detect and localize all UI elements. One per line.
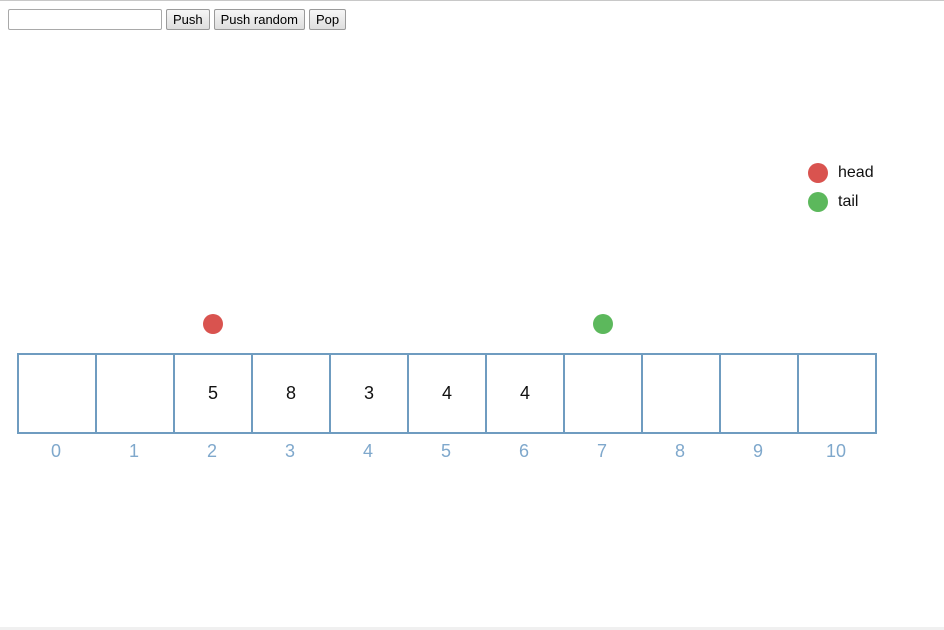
queue-cell	[641, 353, 721, 434]
queue-index-label: 10	[825, 441, 847, 461]
queue-cell	[95, 353, 175, 434]
queue-index-label: 8	[674, 441, 685, 461]
queue-index-label: 4	[362, 441, 373, 461]
queue-index-label: 1	[128, 441, 139, 461]
queue-cell	[719, 353, 799, 434]
queue-index-label: 0	[50, 441, 61, 461]
head-pointer	[203, 314, 223, 334]
value-input[interactable]	[8, 9, 162, 30]
bottom-border	[0, 627, 944, 630]
queue-cell: 3	[329, 353, 409, 434]
legend-head-label: head	[838, 164, 874, 181]
head-dot-icon	[808, 163, 828, 183]
queue-cell: 4	[407, 353, 487, 434]
queue-cell: 4	[485, 353, 565, 434]
legend: head tail	[808, 163, 874, 221]
queue-cell: 5	[173, 353, 253, 434]
queue-index-label: 2	[206, 441, 217, 461]
toolbar: Push Push random Pop	[8, 9, 347, 30]
legend-head: head	[808, 163, 874, 183]
queue-cell	[563, 353, 643, 434]
queue-indices: 0 1 2 3 4 5 6 7 8 9 10	[17, 441, 875, 462]
queue-cell	[17, 353, 97, 434]
tail-dot-icon	[808, 192, 828, 212]
queue-index-label: 5	[440, 441, 451, 461]
queue-cell: 8	[251, 353, 331, 434]
push-button[interactable]: Push	[166, 9, 210, 30]
push-random-button[interactable]: Push random	[213, 9, 305, 30]
legend-tail: tail	[808, 192, 874, 212]
top-border	[0, 0, 944, 1]
queue-index-label: 9	[752, 441, 763, 461]
pop-button[interactable]: Pop	[308, 9, 347, 30]
queue-index-label: 3	[284, 441, 295, 461]
legend-tail-label: tail	[838, 193, 859, 210]
queue-index-label: 6	[518, 441, 529, 461]
queue-cell	[797, 353, 877, 434]
tail-pointer	[593, 314, 613, 334]
queue-index-label: 7	[596, 441, 607, 461]
